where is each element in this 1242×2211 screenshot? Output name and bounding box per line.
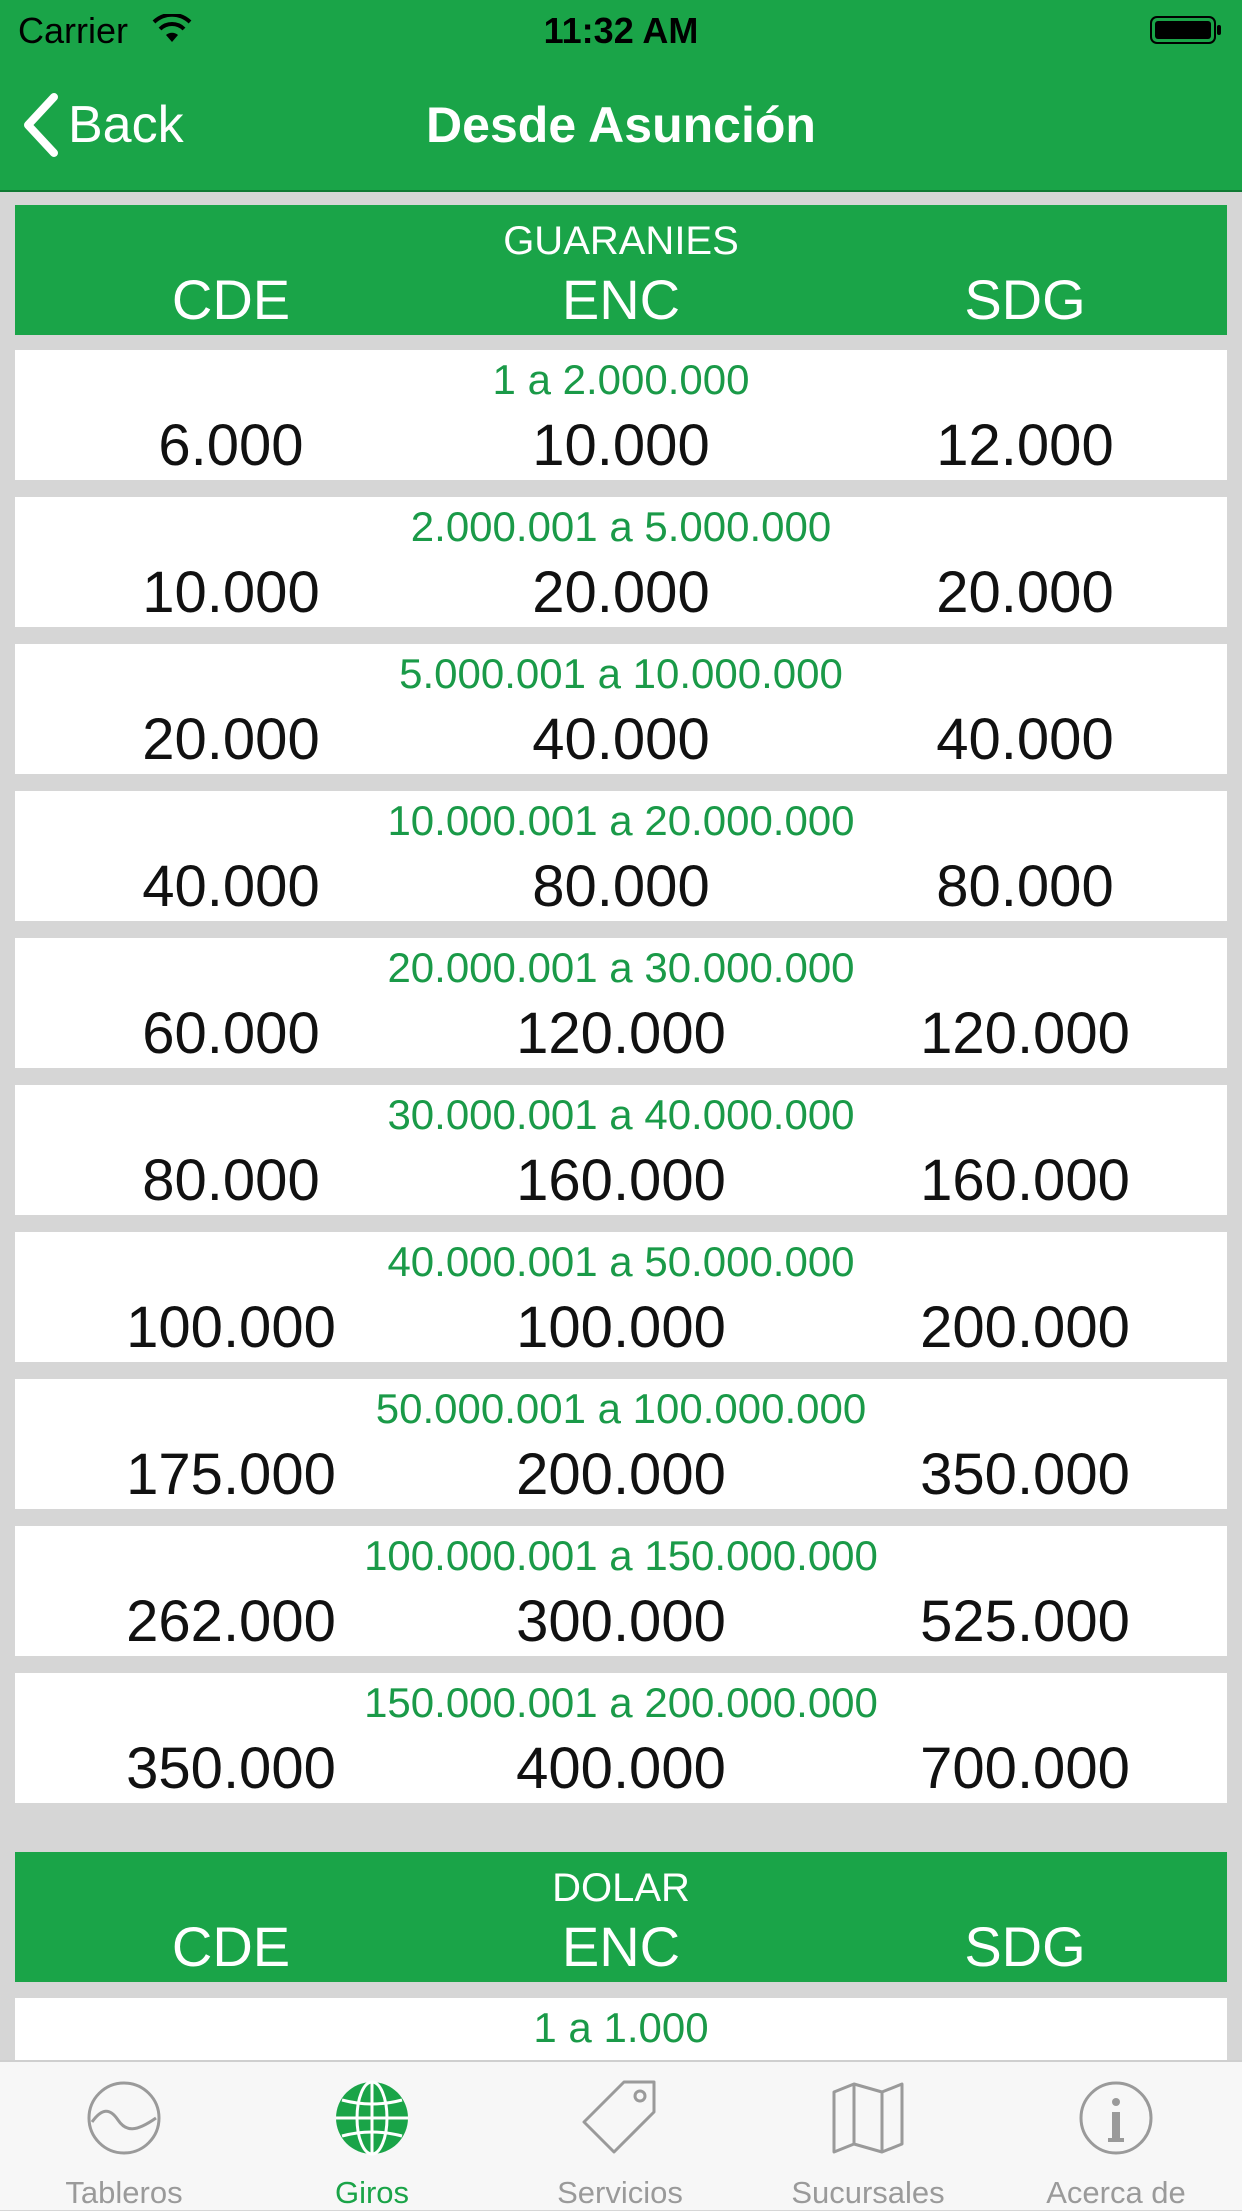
table-row: 10.000.001 a 20.000.000 40.000 80.000 80…	[15, 791, 1227, 921]
status-time: 11:32 AM	[543, 10, 699, 51]
map-icon	[832, 2082, 904, 2154]
column-header-sdg: SDG	[964, 268, 1086, 331]
amount-range: 40.000.001 a 50.000.000	[387, 1238, 855, 1285]
section-header-dolar: DOLAR CDE ENC SDG	[15, 1852, 1227, 1982]
tab-label: Tableros	[65, 2175, 183, 2210]
table-row: 20.000.001 a 30.000.000 60.000 120.000 1…	[15, 938, 1227, 1068]
section-title: GUARANIES	[503, 219, 739, 263]
fee-cde: 350.000	[126, 1736, 336, 1801]
column-header-enc: ENC	[561, 1915, 681, 1978]
battery-icon	[1150, 16, 1221, 44]
tab-bar: Tableros Giros Servicios Sucursales	[0, 2060, 1242, 2210]
fee-cde: 10.000	[142, 560, 320, 625]
wifi-icon	[152, 14, 192, 42]
status-bar: Carrier 11:32 AM	[0, 0, 1242, 60]
amount-range: 20.000.001 a 30.000.000	[387, 944, 855, 991]
section-title: DOLAR	[552, 1866, 690, 1910]
fee-enc: 400.000	[516, 1736, 726, 1801]
chevron-left-icon	[24, 93, 58, 157]
fee-enc: 120.000	[516, 1001, 726, 1066]
fee-cde: 60.000	[142, 1001, 320, 1066]
fee-sdg: 700.000	[920, 1736, 1130, 1801]
fee-sdg: 350.000	[920, 1442, 1130, 1507]
carrier-label: Carrier	[18, 10, 129, 51]
fee-enc: 10.000	[532, 413, 710, 478]
fee-cde: 20.000	[142, 707, 320, 772]
column-header-sdg: SDG	[964, 1915, 1086, 1978]
tab-label: Giros	[334, 2175, 410, 2210]
fee-enc: 160.000	[516, 1148, 726, 1213]
navigation-bar: Back Desde Asunción	[0, 60, 1242, 192]
fee-enc: 100.000	[516, 1295, 726, 1360]
table-row: 50.000.001 a 100.000.000 175.000 200.000…	[15, 1379, 1227, 1509]
tab-tableros[interactable]: Tableros	[0, 2062, 248, 2210]
amount-range: 30.000.001 a 40.000.000	[387, 1091, 855, 1138]
info-icon	[1079, 2081, 1153, 2155]
fee-enc: 20.000	[532, 560, 710, 625]
tab-giros[interactable]: Giros	[248, 2062, 496, 2210]
table-row: 30.000.001 a 40.000.000 80.000 160.000 1…	[15, 1085, 1227, 1215]
fee-enc: 200.000	[516, 1442, 726, 1507]
table-row: 2.000.001 a 5.000.000 10.000 20.000 20.0…	[15, 497, 1227, 627]
amount-range: 150.000.001 a 200.000.000	[364, 1679, 878, 1726]
chart-wave-icon	[87, 2081, 161, 2155]
back-label: Back	[68, 96, 184, 154]
fee-sdg: 525.000	[920, 1589, 1130, 1654]
tab-servicios[interactable]: Servicios	[496, 2062, 744, 2210]
fee-cde: 100.000	[126, 1295, 336, 1360]
table-row: 1 a 2.000.000 6.000 10.000 12.000	[15, 350, 1227, 480]
amount-range: 1 a 2.000.000	[492, 356, 750, 403]
tag-icon	[582, 2080, 656, 2154]
fee-enc: 40.000	[532, 707, 710, 772]
tab-label: Servicios	[557, 2175, 683, 2210]
fee-cde: 6.000	[158, 413, 304, 478]
fee-cde: 175.000	[126, 1442, 336, 1507]
fee-sdg: 120.000	[920, 1001, 1130, 1066]
fee-sdg: 12.000	[936, 413, 1114, 478]
amount-range: 5.000.001 a 10.000.000	[399, 650, 843, 697]
table-row: 150.000.001 a 200.000.000 350.000 400.00…	[15, 1673, 1227, 1803]
column-header-cde: CDE	[171, 268, 291, 331]
fee-sdg: 20.000	[936, 560, 1114, 625]
tab-acerca-de[interactable]: Acerca de	[992, 2062, 1240, 2210]
fee-enc: 300.000	[516, 1589, 726, 1654]
column-header-enc: ENC	[561, 268, 681, 331]
back-button[interactable]: Back	[20, 90, 184, 160]
table-row: 1 a 1.000	[15, 1998, 1227, 2060]
table-row: 5.000.001 a 10.000.000 20.000 40.000 40.…	[15, 644, 1227, 774]
section-header-guaranies: GUARANIES CDE ENC SDG	[15, 205, 1227, 335]
fee-cde: 262.000	[126, 1589, 336, 1654]
table-row: 100.000.001 a 150.000.000 262.000 300.00…	[15, 1526, 1227, 1656]
fee-sdg: 160.000	[920, 1148, 1130, 1213]
fee-cde: 80.000	[142, 1148, 320, 1213]
tab-label: Sucursales	[791, 2175, 945, 2210]
amount-range: 1 a 1.000	[533, 2004, 709, 2051]
rates-table[interactable]: GUARANIES CDE ENC SDG 1 a 2.000.000 6.00…	[0, 192, 1242, 2060]
fee-sdg: 80.000	[936, 854, 1114, 919]
page-title: Desde Asunción	[426, 97, 816, 153]
tab-label: Acerca de	[1046, 2175, 1186, 2210]
amount-range: 100.000.001 a 150.000.000	[364, 1532, 878, 1579]
globe-icon	[336, 2080, 408, 2156]
fee-enc: 80.000	[532, 854, 710, 919]
amount-range: 10.000.001 a 20.000.000	[387, 797, 855, 844]
amount-range: 50.000.001 a 100.000.000	[375, 1385, 867, 1432]
column-header-cde: CDE	[171, 1915, 291, 1978]
amount-range: 2.000.001 a 5.000.000	[410, 503, 832, 550]
tab-sucursales[interactable]: Sucursales	[744, 2062, 992, 2210]
fee-cde: 40.000	[142, 854, 320, 919]
table-row: 40.000.001 a 50.000.000 100.000 100.000 …	[15, 1232, 1227, 1362]
fee-sdg: 40.000	[936, 707, 1114, 772]
fee-sdg: 200.000	[920, 1295, 1130, 1360]
